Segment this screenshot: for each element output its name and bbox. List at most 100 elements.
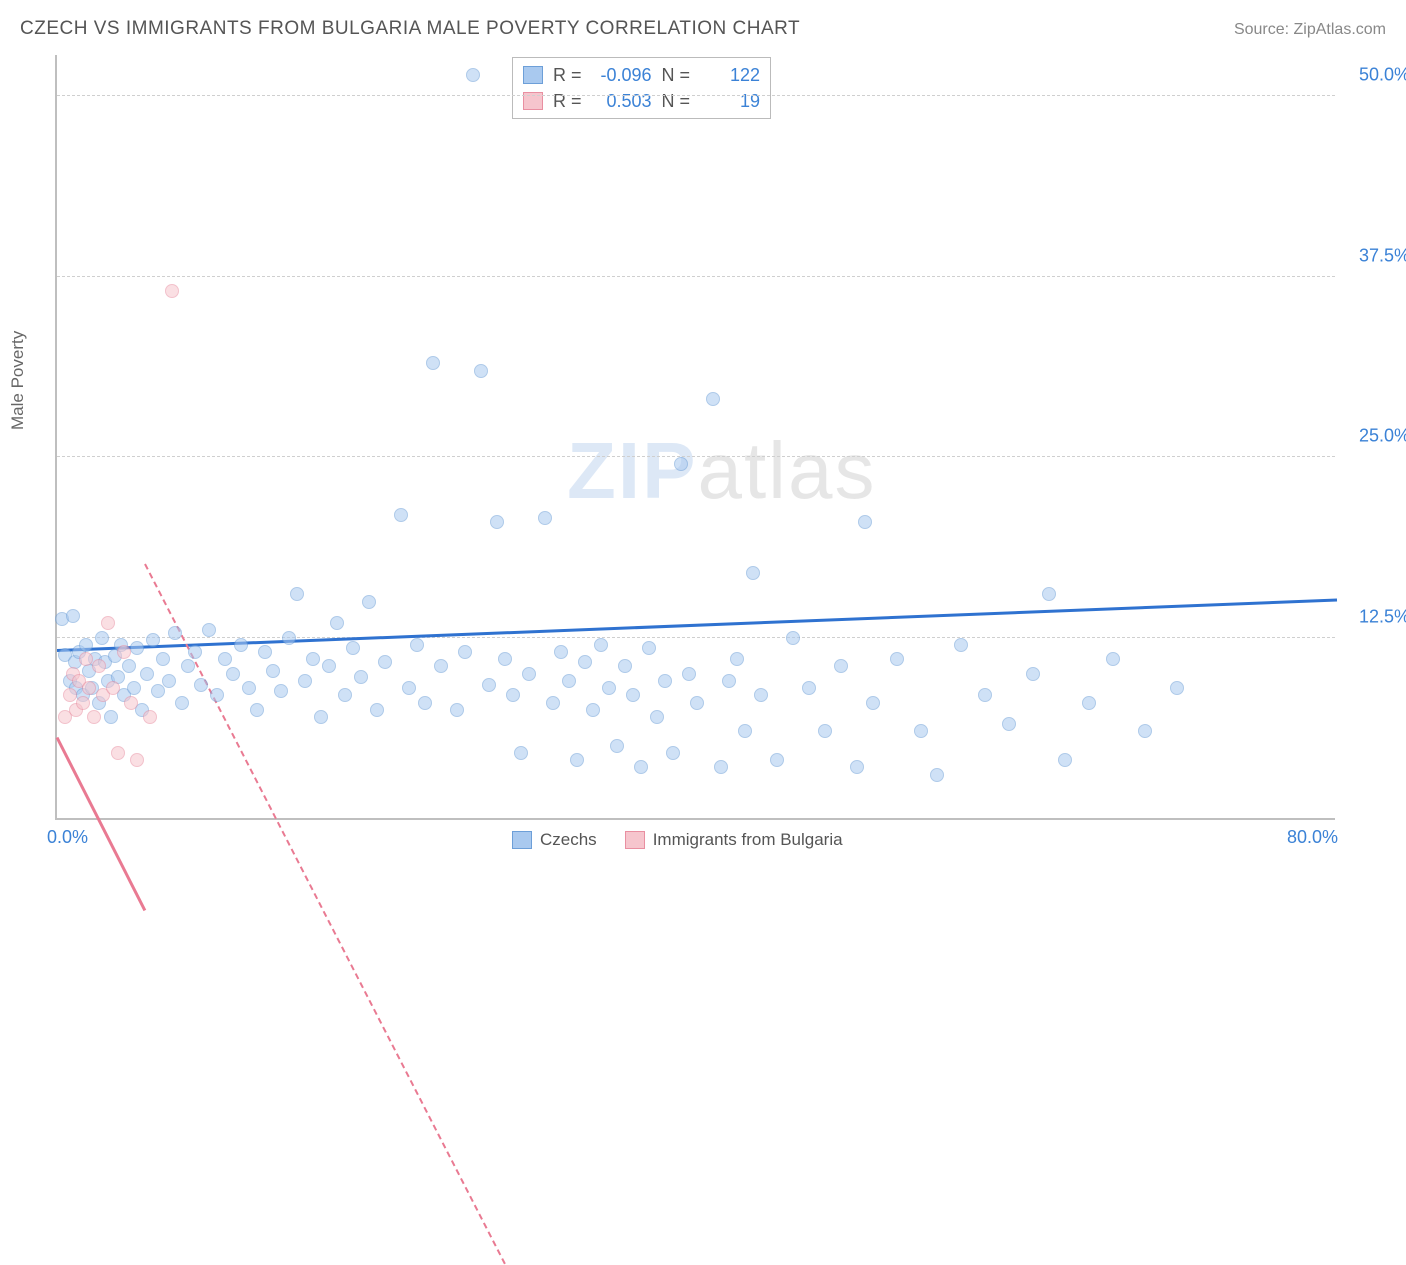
scatter-point [92,659,106,673]
scatter-point [490,515,504,529]
y-tick-label: 25.0% [1359,426,1406,447]
scatter-point [124,696,138,710]
scatter-point [658,674,672,688]
scatter-point [168,626,182,640]
scatter-point [586,703,600,717]
chart-title: CZECH VS IMMIGRANTS FROM BULGARIA MALE P… [20,18,800,40]
scatter-point [594,638,608,652]
gridline [57,637,1335,638]
gridline [57,95,1335,96]
scatter-point [106,681,120,695]
scatter-point [682,667,696,681]
watermark: ZIPatlas [567,425,876,517]
scatter-point [66,609,80,623]
scatter-point [250,703,264,717]
scatter-point [338,688,352,702]
scatter-point [474,364,488,378]
scatter-point [258,645,272,659]
x-tick-label: 0.0% [47,827,88,848]
scatter-point [1138,724,1152,738]
legend-label: Immigrants from Bulgaria [653,830,843,850]
scatter-point [162,674,176,688]
scatter-point [954,638,968,652]
scatter-point [322,659,336,673]
plot-region: ZIPatlas R = -0.096 N = 122 R = 0.503 N … [55,55,1335,820]
watermark-atlas: atlas [697,426,876,515]
legend-label: Czechs [540,830,597,850]
scatter-point [850,760,864,774]
stats-box: R = -0.096 N = 122 R = 0.503 N = 19 [512,57,771,119]
scatter-point [1082,696,1096,710]
scatter-point [690,696,704,710]
scatter-point [346,641,360,655]
legend-swatch-czech-icon [512,831,532,849]
stats-n-label: N = [662,65,691,86]
scatter-point [127,681,141,695]
scatter-point [498,652,512,666]
scatter-point [79,652,93,666]
y-axis-label: Male Poverty [8,331,28,430]
scatter-point [101,616,115,630]
scatter-point [770,753,784,767]
scatter-point [426,356,440,370]
scatter-point [754,688,768,702]
scatter-point [181,659,195,673]
scatter-point [130,641,144,655]
scatter-point [1042,587,1056,601]
scatter-point [930,768,944,782]
scatter-point [202,623,216,637]
stats-row-bulgaria: R = 0.503 N = 19 [523,88,760,114]
chart-header: CZECH VS IMMIGRANTS FROM BULGARIA MALE P… [20,18,1386,40]
scatter-point [402,681,416,695]
scatter-point [146,633,160,647]
scatter-point [122,659,136,673]
scatter-point [834,659,848,673]
scatter-point [175,696,189,710]
gridline [57,276,1335,277]
scatter-point [506,688,520,702]
scatter-point [1058,753,1072,767]
scatter-point [151,684,165,698]
scatter-point [1026,667,1040,681]
scatter-point [226,667,240,681]
scatter-point [117,645,131,659]
scatter-point [104,710,118,724]
scatter-point [450,703,464,717]
scatter-point [362,595,376,609]
scatter-point [642,641,656,655]
scatter-point [738,724,752,738]
legend-item-bulgaria: Immigrants from Bulgaria [625,830,843,850]
chart-source: Source: ZipAtlas.com [1234,21,1386,39]
scatter-point [434,659,448,673]
scatter-point [514,746,528,760]
scatter-point [522,667,536,681]
scatter-point [418,696,432,710]
scatter-point [330,616,344,630]
scatter-point [266,664,280,678]
scatter-point [82,681,96,695]
scatter-point [143,710,157,724]
scatter-point [610,739,624,753]
y-tick-label: 50.0% [1359,65,1406,86]
scatter-point [63,688,77,702]
scatter-point [978,688,992,702]
scatter-point [188,645,202,659]
scatter-point [618,659,632,673]
scatter-point [194,678,208,692]
stats-r-label: R = [553,65,582,86]
scatter-point [87,710,101,724]
scatter-point [370,703,384,717]
scatter-point [234,638,248,652]
scatter-point [570,753,584,767]
gridline [57,456,1335,457]
legend-item-czech: Czechs [512,830,597,850]
scatter-point [282,631,296,645]
scatter-point [650,710,664,724]
scatter-point [306,652,320,666]
scatter-point [546,696,560,710]
scatter-point [314,710,328,724]
scatter-point [634,760,648,774]
scatter-point [578,655,592,669]
stats-r-value: -0.096 [592,65,652,86]
scatter-point [818,724,832,738]
